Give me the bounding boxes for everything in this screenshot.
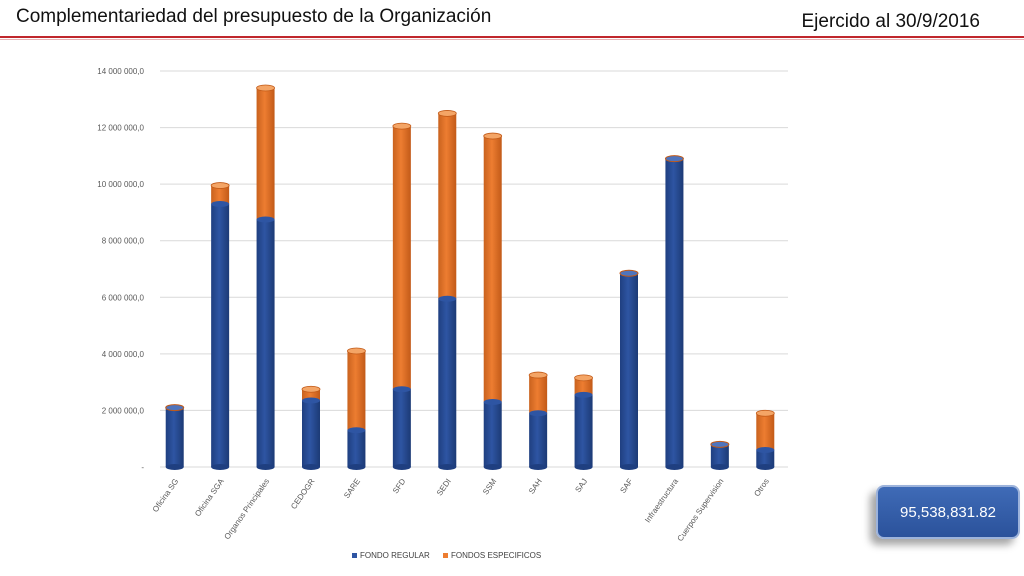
y-tick-label: 6 000 000,0 <box>102 293 145 302</box>
y-tick-label: 12 000 000,0 <box>97 124 144 133</box>
bar-top-cap <box>483 132 503 140</box>
bar-fondo-regular <box>529 413 548 467</box>
x-tick-label: Oficina SGA <box>193 476 226 518</box>
x-tick-label: Otros <box>752 477 771 498</box>
bar-segment-joint <box>438 295 457 302</box>
bar-base-cap <box>529 464 548 470</box>
x-tick-label: Organos Principales <box>223 477 272 541</box>
y-tick-label: 10 000 000,0 <box>97 180 144 189</box>
slide-header: Complementariedad del presupuesto de la … <box>0 0 1024 40</box>
bar-fondos-especificos <box>392 126 411 390</box>
bar-base-cap <box>347 464 366 470</box>
bar-fondos-especificos <box>211 185 230 204</box>
bar-top-cap <box>210 182 230 189</box>
bar-base-cap <box>165 464 184 470</box>
bar-base-cap <box>302 464 320 470</box>
bar-top-cap <box>347 347 366 355</box>
bar-top-cap <box>437 110 457 117</box>
bar-top-cap <box>528 371 548 379</box>
bar-segment-joint <box>529 410 548 417</box>
x-tick-label: CEDOGR <box>289 477 317 511</box>
bar-fondos-especificos <box>347 351 366 431</box>
bar-fondo-regular <box>211 203 230 467</box>
bar-top-cap <box>619 269 639 277</box>
bar-fondo-regular <box>165 407 184 467</box>
bar-fondo-regular <box>302 400 320 467</box>
y-tick-label: 8 000 000,0 <box>102 237 145 246</box>
bar-segment-joint <box>302 397 320 404</box>
x-tick-label: SAJ <box>573 477 589 494</box>
x-tick-label: SEDI <box>435 477 453 497</box>
x-tick-label: SFD <box>391 477 408 495</box>
x-tick-label: Infraestructura <box>643 477 680 525</box>
bar-top-cap <box>755 409 775 417</box>
bar-fondo-regular <box>756 450 775 467</box>
bar-segment-joint <box>574 391 593 398</box>
bar-fondo-regular <box>665 158 684 467</box>
legend-swatch <box>443 553 448 558</box>
x-tick-label: SSM <box>481 477 499 497</box>
bar-base-cap <box>256 464 275 470</box>
bar-segment-joint <box>347 427 366 434</box>
bar-top-cap <box>392 122 412 130</box>
y-tick-label: 2 000 000,0 <box>102 406 145 415</box>
bar-fondos-especificos <box>756 413 775 451</box>
bar-fondos-especificos <box>256 87 275 220</box>
bar-top-cap <box>574 374 593 382</box>
bar-fondos-especificos <box>574 377 593 395</box>
period-label: Ejercido al 30/9/2016 <box>801 11 980 32</box>
x-tick-label: Oficina SG <box>151 477 181 514</box>
legend-label: FONDOS ESPECIFICOS <box>451 551 541 560</box>
bar-base-cap <box>438 464 457 470</box>
bar-fondos-especificos <box>302 389 320 401</box>
bar-fondo-regular <box>574 394 593 467</box>
total-badge: 95,538,831.82 <box>876 485 1020 539</box>
bar-top-cap <box>710 440 730 448</box>
legend-label: FONDO REGULAR <box>360 551 430 560</box>
bar-base-cap <box>392 464 411 470</box>
header-divider-shadow <box>0 39 1024 40</box>
x-tick-label: Cuerpos Supervision <box>676 477 726 543</box>
budget-chart: - 2 000 000,0 4 000 000,0 6 000 000,0 8 000 … <box>97 67 788 560</box>
bar-segment-joint <box>756 447 775 454</box>
bar-base-cap <box>756 464 775 470</box>
x-tick-label: SARE <box>342 477 362 500</box>
bar-fondo-regular <box>710 444 729 467</box>
bar-top-cap <box>256 84 275 92</box>
bar-fondo-regular <box>483 401 502 467</box>
bar-base-cap <box>574 464 593 470</box>
bar-base-cap <box>211 464 230 470</box>
bar-top-cap <box>664 155 684 163</box>
bar-fondos-especificos <box>529 375 548 414</box>
bar-base-cap <box>620 464 638 470</box>
bar-fondo-regular <box>256 219 275 467</box>
legend-swatch <box>352 553 357 558</box>
bar-segment-joint <box>483 398 502 405</box>
bar-fondo-regular <box>620 273 638 467</box>
bar-segment-joint <box>392 386 411 393</box>
bar-base-cap <box>710 464 729 470</box>
y-tick-label: 4 000 000,0 <box>102 350 145 359</box>
bar-segment-joint <box>256 216 275 223</box>
y-tick-label: - <box>141 463 144 472</box>
page-title: Complementariedad del presupuesto de la … <box>16 6 492 27</box>
x-tick-label: SAH <box>527 477 544 496</box>
bar-base-cap <box>483 464 502 470</box>
bar-fondo-regular <box>392 389 411 467</box>
bar-fondos-especificos <box>483 136 502 402</box>
bar-fondo-regular <box>438 298 457 467</box>
bar-base-cap <box>665 464 684 470</box>
header-divider <box>0 36 1024 38</box>
y-tick-label: 14 000 000,0 <box>97 67 144 76</box>
bar-segment-joint <box>211 200 230 207</box>
bar-fondo-regular <box>347 430 366 467</box>
x-tick-label: SAF <box>618 477 634 495</box>
bar-top-cap <box>165 404 185 412</box>
bar-top-cap <box>301 385 321 393</box>
bar-fondos-especificos <box>438 113 457 299</box>
